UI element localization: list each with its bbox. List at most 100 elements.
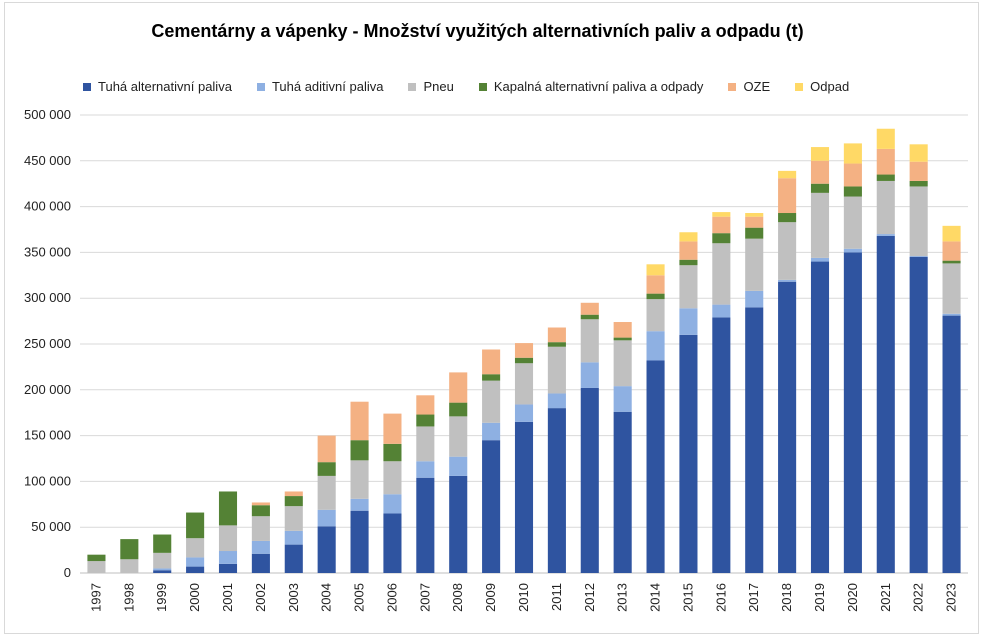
bar-segment-2-2003	[284, 506, 303, 531]
bar-segment-0-2016	[712, 317, 731, 573]
bar-segment-3-1997	[87, 554, 106, 562]
bar-segment-2-2014	[646, 299, 665, 332]
bar-segment-4-2009	[482, 349, 501, 375]
bar-segment-2-2018	[778, 222, 797, 280]
bar-segment-4-2018	[778, 178, 797, 214]
bar-segment-3-2019	[810, 183, 830, 193]
legend-label: Kapalná alternativní paliva a odpady	[493, 79, 704, 94]
x-tick-label: 2012	[582, 583, 597, 612]
bar-segment-0-2019	[810, 261, 830, 573]
bar-segment-1-2010	[514, 404, 534, 422]
bar-segment-4-2021	[876, 148, 895, 175]
x-tick-label: 2010	[516, 583, 531, 612]
bar-segment-0-2022	[909, 256, 928, 573]
bar-segment-0-2010	[514, 421, 534, 573]
legend-swatch	[478, 82, 487, 91]
bar-segment-3-2013	[613, 337, 632, 341]
bar-segment-3-2017	[745, 227, 764, 239]
y-tick-label: 50 000	[31, 519, 71, 534]
bar-segment-2-2000	[186, 538, 205, 558]
x-tick-label: 2002	[253, 583, 268, 612]
legend-item-oze: OZE	[728, 79, 770, 94]
bar-segment-1-2022	[909, 256, 928, 257]
bar-segment-2-1999	[153, 552, 172, 569]
bar-segment-3-2000	[186, 512, 205, 539]
bar-segment-3-2007	[416, 414, 435, 427]
bar-segment-4-2020	[843, 163, 862, 187]
x-tick-label: 1998	[121, 583, 136, 612]
bar-segment-1-2006	[383, 494, 402, 514]
bar-segment-3-2003	[284, 496, 303, 507]
bar-segment-3-2018	[778, 213, 797, 223]
x-tick-label: 1997	[88, 583, 103, 612]
bar-segment-3-2010	[514, 357, 534, 364]
bar-segment-1-2001	[218, 551, 238, 564]
bar-segment-0-2005	[350, 510, 369, 573]
bar-segment-3-2008	[449, 402, 468, 417]
bar-segment-3-2021	[876, 174, 895, 181]
bar-segment-2-2005	[350, 460, 369, 499]
bar-segment-2-2021	[876, 180, 895, 235]
legend-label: Tuhá alternativní paliva	[98, 79, 232, 94]
bar-segment-2-2019	[810, 192, 830, 258]
bar-segment-5-2021	[876, 128, 895, 149]
bar-segment-2-2012	[580, 319, 599, 363]
bar-segment-3-2006	[383, 443, 402, 462]
x-tick-label: 2019	[812, 583, 827, 612]
bar-segment-1-2005	[350, 498, 369, 511]
bar-segment-4-2002	[251, 502, 270, 506]
bar-segment-2-2009	[482, 380, 501, 423]
bar-segment-1-2019	[810, 257, 830, 262]
y-tick-label: 300 000	[24, 290, 71, 305]
bar-segment-4-2017	[745, 216, 764, 228]
bar-segment-3-1998	[120, 539, 139, 560]
bar-segment-4-2008	[449, 372, 468, 403]
bar-segment-4-2016	[712, 216, 731, 234]
x-tick-label: 2003	[286, 583, 301, 612]
bar-segment-0-2014	[646, 360, 665, 573]
bar-segment-5-2022	[909, 144, 928, 162]
bar-segment-1-1999	[153, 568, 172, 571]
legend-swatch	[83, 82, 91, 91]
bar-segment-3-2002	[251, 505, 270, 517]
bar-segment-0-2012	[580, 387, 599, 573]
legend-swatch	[795, 82, 804, 91]
bar-segment-4-2022	[909, 161, 928, 181]
x-tick-label: 2005	[352, 583, 367, 612]
bar-segment-2-2008	[449, 416, 468, 457]
bar-segment-2-2001	[218, 525, 238, 552]
bar-segment-2-2002	[251, 516, 270, 541]
bar-segment-1-2020	[843, 248, 862, 253]
bar-segment-0-2017	[745, 307, 764, 573]
bar-segment-3-1999	[153, 534, 172, 553]
bar-segment-1-2004	[317, 509, 336, 527]
bar-segment-1-2009	[482, 422, 501, 441]
y-tick-label: 500 000	[24, 107, 71, 122]
bar-segment-2-1997	[87, 561, 106, 573]
bar-segment-3-2001	[218, 491, 238, 526]
bar-segment-0-2023	[942, 315, 961, 573]
x-tick-label: 2023	[944, 583, 959, 612]
bar-segment-4-2013	[613, 322, 632, 338]
bar-segment-2-2016	[712, 243, 731, 305]
legend-label: OZE	[743, 79, 771, 94]
y-tick-label: 350 000	[24, 244, 71, 259]
bar-segment-4-2005	[350, 401, 369, 441]
bar-segment-1-2021	[876, 234, 895, 236]
y-tick-label: 250 000	[24, 336, 71, 351]
legend-swatch	[256, 82, 265, 91]
y-tick-label: 150 000	[24, 428, 71, 443]
bar-segment-1-2018	[778, 279, 797, 282]
bar-segment-5-2016	[712, 212, 731, 217]
chart-frame: Cementárny a vápenky - Množství využitýc…	[4, 2, 979, 634]
bar-segment-5-2020	[843, 143, 862, 164]
bar-segment-2-2010	[514, 363, 534, 405]
bar-segment-3-2009	[482, 374, 501, 381]
x-tick-label: 2016	[713, 583, 728, 612]
bar-segment-3-2020	[843, 186, 862, 197]
bar-segment-3-2012	[580, 314, 599, 320]
bar-segment-0-2015	[679, 334, 698, 573]
bar-segment-1-2015	[679, 308, 698, 335]
y-tick-label: 200 000	[24, 382, 71, 397]
bar-segment-2-2017	[745, 238, 764, 291]
